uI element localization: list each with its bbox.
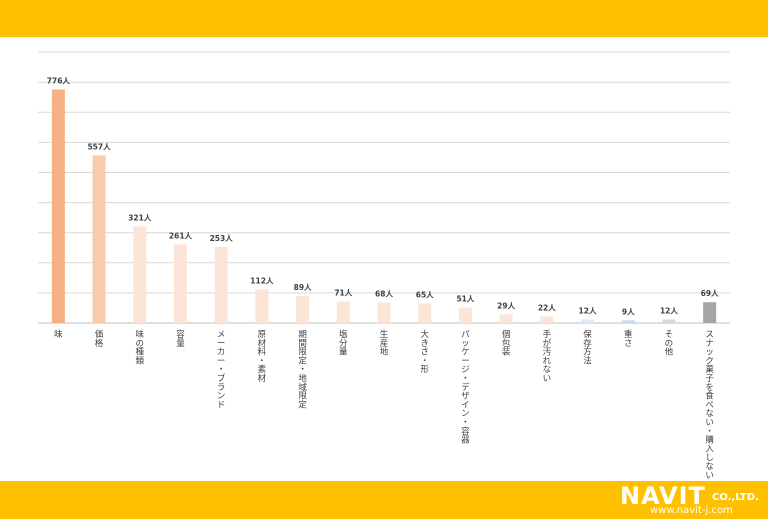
bar (296, 296, 310, 323)
bar (51, 89, 65, 323)
company-logo: NAVIT CO.,LTD. www.navit-j.com (620, 484, 760, 516)
header-band (0, 0, 768, 37)
category-label: 原材料・素材 (258, 330, 267, 384)
category-label: 手が汚れない (543, 329, 552, 384)
bar-value-label: 29人 (497, 301, 515, 310)
bar (255, 289, 269, 323)
category-label: 保存方法 (583, 329, 592, 366)
bar (621, 320, 635, 323)
bar-value-label: 253人 (210, 234, 234, 243)
bar (377, 302, 391, 323)
bar-value-label: 12人 (660, 306, 678, 315)
bar (499, 314, 513, 323)
bar-value-label: 68人 (375, 290, 393, 299)
bar-value-label: 557人 (87, 142, 111, 151)
footer-band (0, 481, 768, 519)
bar (214, 246, 228, 323)
bar (173, 244, 187, 323)
category-label: スナック菓子を食べない・購入しない (705, 330, 714, 481)
category-label: パッケージ・デザイン・容器 (461, 330, 470, 446)
bars (51, 89, 717, 323)
bar-value-label: 69人 (701, 289, 719, 298)
bar-value-label: 9人 (622, 307, 635, 316)
data-labels: 776人 557人 321人 261人 253人 112人 89人 71人 68人 65人 51人 2… (47, 76, 719, 316)
bar-value-label: 89人 (294, 283, 312, 292)
gridlines (38, 51, 730, 324)
bar-chart: 776人 557人 321人 261人 253人 112人 89人 71人 68人 65人 51人 2… (38, 51, 730, 481)
bar-value-label: 776人 (47, 76, 71, 85)
bar-value-label: 65人 (416, 290, 434, 299)
bar (92, 155, 106, 323)
category-labels: 味 価格 味の種類 容量 メーカー・ブランド 原材料・素材 期間限定・地域限定 塩分量 生産地 大… (54, 329, 714, 481)
category-label: 大きさ・形 (420, 329, 429, 375)
bar-value-label: 51人 (456, 295, 474, 304)
category-label: 期間限定・地域限定 (298, 330, 307, 410)
bar-value-label: 321人 (128, 213, 152, 222)
bar-value-label: 71人 (334, 289, 352, 298)
category-label: 味 (54, 329, 63, 340)
category-label: 味の種類 (136, 329, 145, 366)
bar (336, 301, 350, 323)
bar (458, 307, 472, 323)
logo-brand-name: NAVIT (620, 482, 706, 510)
category-label: 塩分量 (339, 329, 348, 358)
category-label: 生産地 (380, 329, 389, 358)
bar-value-label: 261人 (169, 231, 193, 240)
category-label: 重さ (624, 329, 633, 349)
category-label: その他 (665, 330, 674, 358)
logo-url[interactable]: www.navit-j.com (650, 505, 733, 516)
bar (581, 319, 595, 323)
bar (133, 226, 147, 323)
bar (418, 303, 432, 323)
category-label: メーカー・ブランド (217, 330, 226, 410)
category-label: 容量 (176, 329, 185, 349)
bar-value-label: 112人 (250, 276, 274, 285)
bar (703, 302, 717, 323)
bar (662, 319, 676, 323)
bar (540, 316, 554, 323)
category-label: 個包装 (502, 329, 511, 358)
category-label: 価格 (95, 329, 104, 349)
bar-value-label: 12人 (579, 306, 597, 315)
bar-value-label: 22人 (538, 303, 556, 312)
logo-brand-suffix: CO.,LTD. (712, 492, 759, 503)
